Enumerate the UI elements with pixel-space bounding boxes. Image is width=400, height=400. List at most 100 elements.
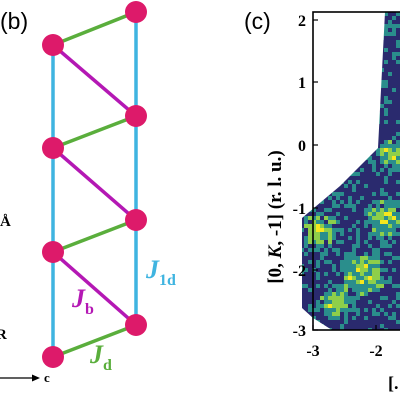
intensity-cell	[348, 136, 352, 140]
intensity-cell	[384, 300, 388, 304]
intensity-cell	[336, 108, 340, 112]
intensity-cell	[380, 84, 384, 88]
intensity-cell	[328, 164, 332, 168]
intensity-cell	[320, 312, 324, 316]
intensity-cell	[320, 296, 324, 300]
intensity-cell	[344, 24, 348, 28]
intensity-cell	[376, 88, 380, 92]
intensity-cell	[324, 120, 328, 124]
intensity-cell	[364, 272, 368, 276]
intensity-cell	[392, 296, 396, 300]
intensity-cell	[304, 300, 308, 304]
intensity-cell	[344, 164, 348, 168]
intensity-cell	[368, 204, 372, 208]
intensity-cell	[328, 308, 332, 312]
intensity-cell	[328, 188, 332, 192]
intensity-cell	[380, 68, 384, 72]
intensity-cell	[380, 44, 384, 48]
intensity-cell	[356, 284, 360, 288]
intensity-cell	[332, 200, 336, 204]
intensity-cell	[380, 224, 384, 228]
intensity-cell	[328, 244, 332, 248]
intensity-cell	[344, 16, 348, 20]
intensity-cell	[344, 184, 348, 188]
intensity-cell	[336, 164, 340, 168]
intensity-cell	[304, 264, 308, 268]
intensity-cell	[368, 216, 372, 220]
intensity-cell	[332, 316, 336, 320]
intensity-cell	[392, 316, 396, 320]
intensity-cell	[344, 60, 348, 64]
intensity-cell	[388, 56, 392, 60]
intensity-cell	[320, 92, 324, 96]
intensity-cell	[372, 264, 376, 268]
intensity-cell	[380, 328, 384, 330]
intensity-cell	[316, 320, 320, 324]
intensity-cell	[312, 228, 316, 232]
intensity-cell	[304, 164, 308, 168]
intensity-cell	[356, 104, 360, 108]
intensity-cell	[372, 32, 376, 36]
intensity-cell	[348, 56, 352, 60]
intensity-cell	[380, 20, 384, 24]
intensity-cell	[364, 92, 368, 96]
intensity-cell	[332, 268, 336, 272]
intensity-cell	[308, 168, 312, 172]
intensity-cell	[304, 92, 308, 96]
intensity-cell	[316, 208, 320, 212]
intensity-cell	[328, 100, 332, 104]
intensity-cell	[340, 248, 344, 252]
intensity-cell	[340, 328, 344, 330]
intensity-cell	[372, 116, 376, 120]
intensity-cell	[332, 244, 336, 248]
intensity-cell	[376, 36, 380, 40]
intensity-cell	[336, 268, 340, 272]
intensity-cell	[308, 248, 312, 252]
intensity-cell	[392, 312, 396, 316]
intensity-cell	[352, 160, 356, 164]
intensity-cell	[392, 28, 396, 32]
intensity-cell	[320, 76, 324, 80]
intensity-cell	[348, 312, 352, 316]
intensity-cell	[304, 180, 308, 184]
intensity-cell	[316, 180, 320, 184]
intensity-cell	[328, 160, 332, 164]
intensity-cell	[360, 108, 364, 112]
intensity-cell	[302, 316, 304, 320]
intensity-cell	[348, 60, 352, 64]
intensity-cell	[328, 152, 332, 156]
intensity-cell	[384, 216, 388, 220]
intensity-cell	[388, 292, 392, 296]
intensity-cell	[340, 224, 344, 228]
intensity-cell	[340, 128, 344, 132]
intensity-cell	[368, 256, 372, 260]
intensity-cell	[368, 48, 372, 52]
intensity-cell	[344, 328, 348, 330]
intensity-cell	[316, 164, 320, 168]
intensity-cell	[336, 252, 340, 256]
intensity-cell	[356, 240, 360, 244]
intensity-cell	[352, 108, 356, 112]
intensity-cell	[364, 316, 368, 320]
intensity-cell	[368, 224, 372, 228]
intensity-cell	[380, 272, 384, 276]
intensity-cell	[396, 224, 400, 228]
intensity-cell	[340, 288, 344, 292]
intensity-cell	[324, 280, 328, 284]
intensity-cell	[320, 52, 324, 56]
intensity-cell	[320, 176, 324, 180]
intensity-cell	[360, 328, 364, 330]
intensity-cell	[396, 292, 400, 296]
intensity-cell	[344, 288, 348, 292]
intensity-cell	[304, 308, 308, 312]
intensity-cell	[360, 280, 364, 284]
intensity-cell	[328, 316, 332, 320]
intensity-cell	[360, 88, 364, 92]
intensity-cell	[340, 240, 344, 244]
intensity-cell	[360, 56, 364, 60]
intensity-cell	[340, 264, 344, 268]
intensity-cell	[304, 160, 308, 164]
intensity-cell	[360, 204, 364, 208]
intensity-cell	[384, 160, 388, 164]
intensity-cell	[320, 56, 324, 60]
